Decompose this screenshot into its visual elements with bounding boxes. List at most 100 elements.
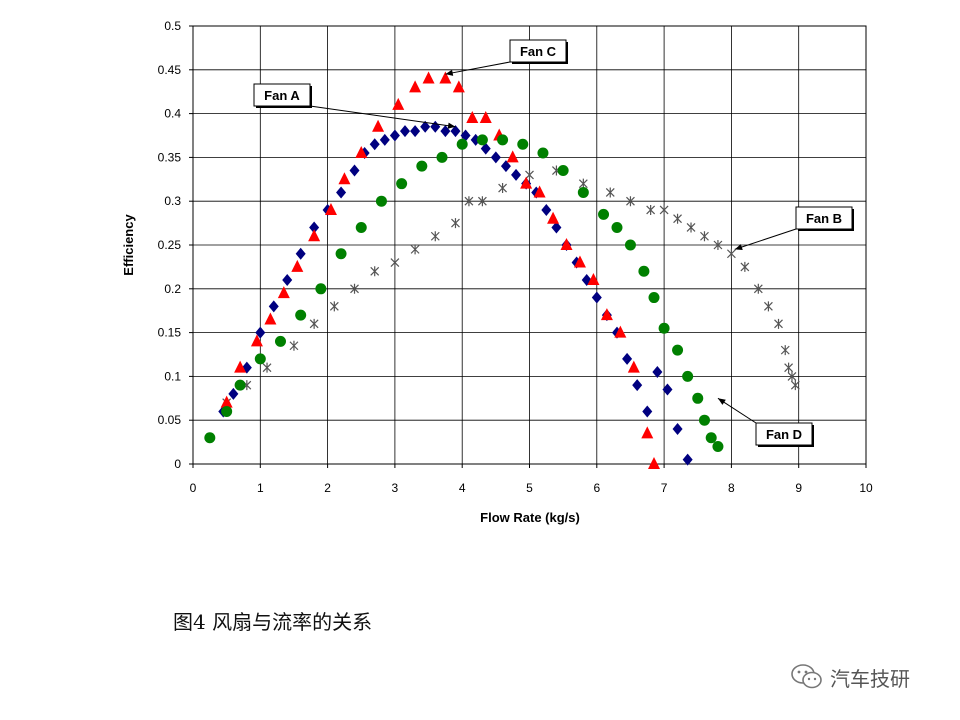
- data-point: [692, 392, 704, 404]
- data-point: [289, 340, 299, 351]
- data-point: [264, 312, 277, 325]
- data-point: [525, 169, 534, 180]
- data-point: [420, 120, 431, 133]
- data-point: [349, 164, 360, 177]
- data-point: [672, 422, 683, 435]
- data-point: [291, 259, 304, 272]
- y-tick-label: 0: [174, 457, 181, 471]
- data-point: [652, 366, 663, 379]
- data-point: [511, 168, 522, 181]
- data-point: [551, 221, 562, 234]
- callout-box: [755, 422, 813, 446]
- data-point: [646, 204, 656, 215]
- data-point: [753, 283, 763, 294]
- data-point: [295, 309, 307, 321]
- data-point: [315, 283, 327, 295]
- data-point: [547, 211, 560, 224]
- data-point: [282, 274, 293, 287]
- data-point: [500, 160, 511, 173]
- data-point: [627, 360, 640, 373]
- data-point: [430, 120, 441, 133]
- data-point: [780, 345, 790, 356]
- callout-label: Fan A: [264, 88, 300, 103]
- callout-fan-d: Fan D: [717, 397, 814, 447]
- data-point: [626, 196, 635, 207]
- callout-arrowhead: [447, 122, 456, 129]
- y-tick-label: 0.2: [164, 282, 181, 296]
- data-point: [641, 426, 654, 439]
- data-point: [416, 160, 428, 172]
- data-point: [520, 176, 533, 189]
- data-point: [622, 352, 633, 365]
- data-point: [490, 151, 501, 164]
- callout-box: [509, 39, 567, 63]
- x-tick-label: 7: [661, 481, 668, 495]
- data-point: [659, 204, 669, 215]
- data-point: [204, 432, 216, 444]
- x-tick-label: 0: [190, 481, 197, 495]
- data-point: [784, 362, 794, 373]
- data-point: [632, 379, 643, 392]
- data-point: [648, 457, 661, 469]
- data-point: [686, 222, 696, 233]
- data-point: [624, 239, 636, 251]
- data-point: [698, 414, 710, 426]
- wechat-icon: [791, 664, 822, 689]
- x-tick-label: 5: [526, 481, 533, 495]
- callout-fan-b: Fan B: [734, 206, 854, 251]
- data-point: [355, 146, 368, 159]
- data-point: [682, 370, 694, 382]
- x-tick-label: 8: [728, 481, 735, 495]
- data-point: [648, 292, 660, 304]
- data-point: [498, 183, 508, 194]
- data-point: [537, 147, 549, 159]
- callout-label: Fan B: [806, 211, 842, 226]
- data-point: [506, 150, 519, 163]
- data-point: [308, 229, 321, 242]
- data-point: [410, 125, 421, 138]
- data-point: [456, 138, 468, 150]
- callouts: Fan A Fan B Fan C Fan D: [253, 39, 854, 447]
- data-point: [250, 334, 263, 347]
- data-point: [369, 138, 380, 151]
- data-point: [336, 186, 347, 199]
- data-point: [700, 231, 709, 242]
- data-point: [399, 125, 410, 138]
- data-point: [658, 322, 670, 334]
- data-point: [713, 240, 723, 250]
- data-point: [389, 129, 400, 142]
- data-point: [392, 97, 405, 110]
- data-point: [642, 405, 653, 418]
- callout-box: [795, 206, 853, 230]
- y-tick-label: 0.35: [158, 150, 182, 164]
- x-tick-label: 3: [392, 481, 399, 495]
- data-point: [598, 208, 610, 220]
- data-point: [763, 301, 773, 312]
- y-tick-label: 0.5: [164, 19, 181, 33]
- series-fan-d: [204, 134, 724, 452]
- x-tick-labels: 0 1 2 3 4 5 6 7 8 9 10: [190, 481, 873, 495]
- data-point: [338, 172, 351, 185]
- y-tick-label: 0.05: [158, 413, 182, 427]
- data-point: [557, 165, 569, 177]
- series-layer: [204, 71, 800, 469]
- series-fan-a: [218, 120, 693, 466]
- data-point: [450, 125, 461, 138]
- data-point: [790, 380, 800, 391]
- data-point: [274, 335, 286, 347]
- data-point: [638, 265, 650, 277]
- data-point: [533, 185, 546, 198]
- callout-fan-a: Fan A: [253, 83, 456, 129]
- data-point: [335, 248, 347, 260]
- y-tick-label: 0.1: [164, 369, 181, 383]
- data-point: [228, 387, 239, 400]
- data-point: [682, 453, 693, 466]
- data-point: [560, 238, 573, 250]
- data-point: [350, 283, 359, 294]
- data-point: [740, 261, 750, 272]
- data-point: [517, 138, 529, 150]
- y-tick-label: 0.3: [164, 194, 181, 208]
- data-point: [234, 360, 247, 373]
- data-point: [573, 255, 586, 268]
- x-tick-label: 1: [257, 481, 264, 495]
